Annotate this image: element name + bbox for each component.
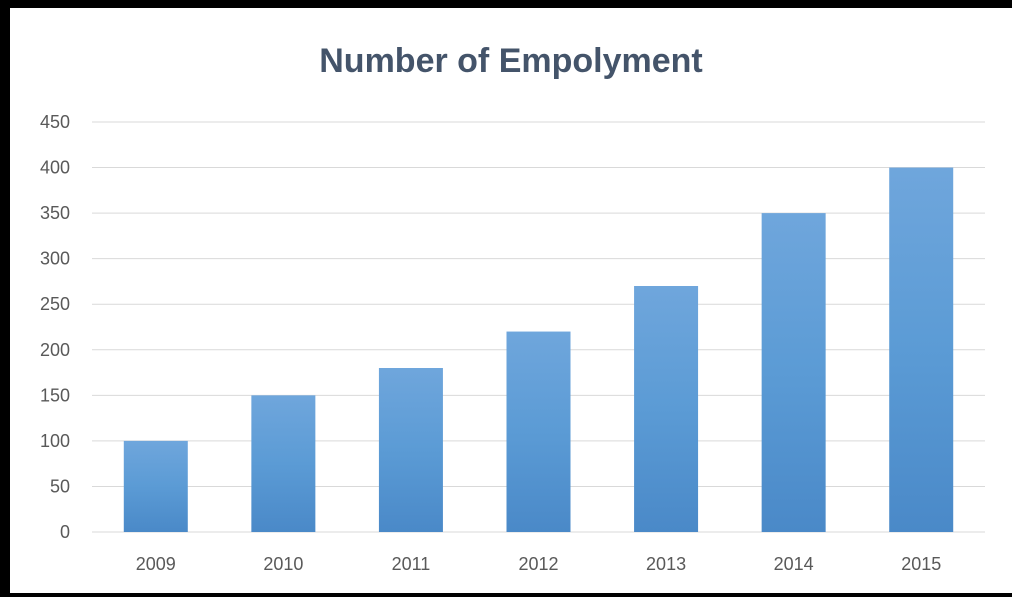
x-tick-label: 2010 xyxy=(263,554,303,574)
bar-2010 xyxy=(251,395,316,532)
bar-2014 xyxy=(761,213,826,532)
y-tick-label: 350 xyxy=(40,203,70,223)
x-axis-ticks: 2009 2010 2011 2012 2013 2014 2015 xyxy=(136,554,941,574)
y-tick-label: 100 xyxy=(40,431,70,451)
y-tick-label: 0 xyxy=(60,522,70,542)
y-axis-ticks: 0 50 100 150 200 250 300 350 400 450 xyxy=(40,112,70,542)
x-tick-label: 2015 xyxy=(901,554,941,574)
y-tick-label: 200 xyxy=(40,340,70,360)
bar-2013 xyxy=(634,286,699,532)
y-tick-label: 250 xyxy=(40,294,70,314)
y-tick-label: 450 xyxy=(40,112,70,132)
x-tick-label: 2012 xyxy=(518,554,558,574)
bar-2011 xyxy=(378,368,443,532)
bar-2015 xyxy=(889,167,954,533)
bars xyxy=(123,167,954,533)
y-tick-label: 150 xyxy=(40,385,70,405)
y-tick-label: 400 xyxy=(40,158,70,178)
y-tick-label: 50 xyxy=(50,476,70,496)
x-tick-label: 2009 xyxy=(136,554,176,574)
x-tick-label: 2014 xyxy=(774,554,814,574)
chart-title: Number of Empolyment xyxy=(319,42,703,80)
bar-2009 xyxy=(123,440,188,532)
bar-2012 xyxy=(506,331,571,532)
x-tick-label: 2013 xyxy=(646,554,686,574)
gridlines xyxy=(92,121,985,533)
x-tick-label: 2011 xyxy=(392,554,431,574)
y-tick-label: 300 xyxy=(40,249,70,269)
